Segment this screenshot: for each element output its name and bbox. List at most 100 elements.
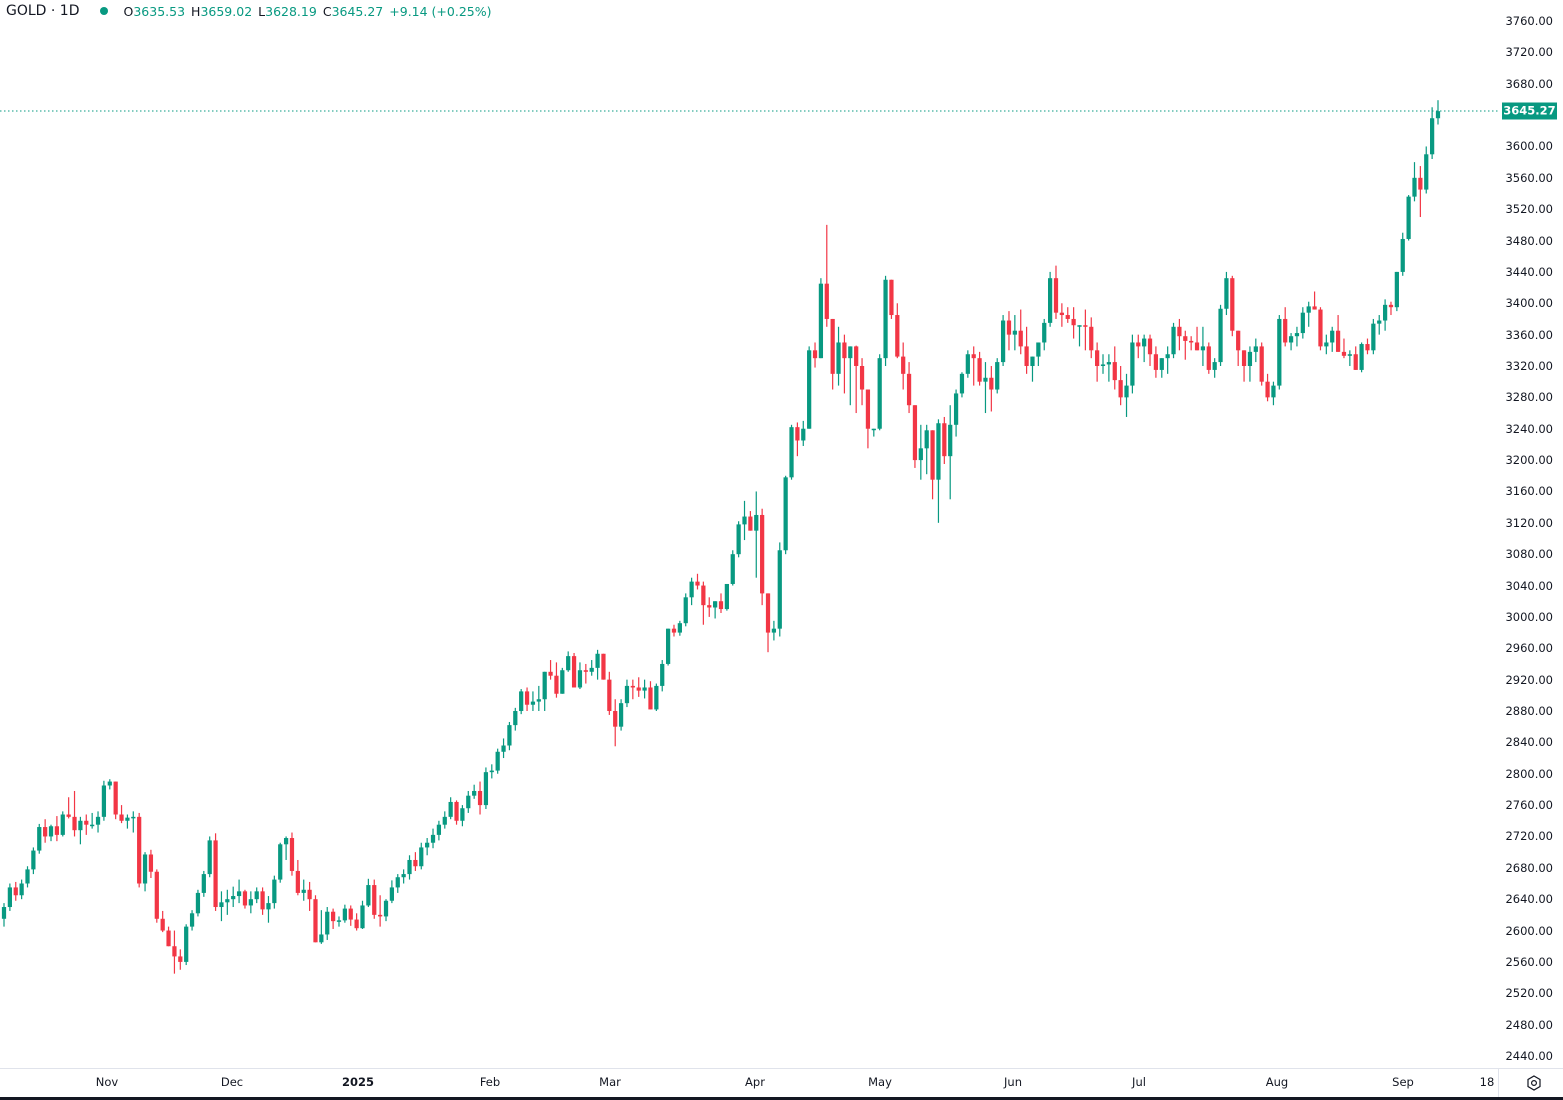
candle[interactable] — [1183, 330, 1188, 360]
candle[interactable] — [1394, 271, 1399, 312]
candle[interactable] — [613, 699, 618, 747]
candle[interactable] — [930, 430, 935, 500]
candle[interactable] — [448, 797, 453, 820]
candle[interactable] — [1012, 315, 1017, 351]
candle[interactable] — [1300, 307, 1305, 339]
candle[interactable] — [1283, 307, 1288, 347]
candle[interactable] — [1271, 381, 1276, 406]
candle[interactable] — [901, 342, 906, 390]
candle[interactable] — [1, 903, 7, 927]
candle[interactable] — [953, 389, 959, 437]
candle[interactable] — [524, 687, 530, 711]
candle[interactable] — [1247, 346, 1253, 382]
candle[interactable] — [113, 781, 118, 820]
candle[interactable] — [630, 679, 635, 700]
candle[interactable] — [1400, 232, 1405, 276]
candle[interactable] — [348, 905, 353, 926]
candle[interactable] — [7, 883, 12, 911]
candle[interactable] — [889, 279, 894, 319]
candle[interactable] — [366, 878, 371, 908]
candle[interactable] — [848, 346, 853, 406]
candle[interactable] — [231, 886, 236, 908]
candle[interactable] — [824, 224, 829, 327]
candle[interactable] — [995, 358, 1000, 394]
candle[interactable] — [560, 667, 565, 694]
candle[interactable] — [595, 649, 600, 680]
candle[interactable] — [636, 677, 641, 697]
candle[interactable] — [1324, 334, 1329, 355]
candle[interactable] — [801, 420, 806, 446]
candle[interactable] — [789, 424, 794, 480]
time-axis[interactable]: Nov Dec 2025 Feb Mar Apr May Jun Jul Aug Sep 18 — [0, 1068, 1563, 1098]
candle[interactable] — [60, 811, 65, 837]
candle[interactable] — [918, 424, 923, 480]
candle[interactable] — [1365, 338, 1370, 355]
candle[interactable] — [1347, 350, 1352, 366]
candle[interactable] — [577, 662, 583, 690]
candle[interactable] — [1177, 318, 1182, 351]
candle[interactable] — [660, 660, 665, 692]
candle[interactable] — [1259, 342, 1264, 386]
candle[interactable] — [1006, 311, 1012, 351]
candle[interactable] — [342, 904, 347, 923]
candle[interactable] — [1153, 346, 1159, 378]
candle[interactable] — [1371, 318, 1376, 355]
candle[interactable] — [1377, 315, 1382, 335]
candle[interactable] — [289, 832, 295, 876]
candle[interactable] — [936, 419, 941, 523]
candle[interactable] — [895, 303, 900, 359]
candle[interactable] — [313, 895, 318, 943]
candle[interactable] — [1406, 195, 1411, 241]
candle[interactable] — [1118, 366, 1123, 406]
candle[interactable] — [84, 814, 89, 835]
candle[interactable] — [125, 814, 130, 829]
candle[interactable] — [1382, 299, 1388, 331]
candle[interactable] — [407, 855, 412, 880]
candle[interactable] — [1212, 358, 1217, 378]
candle[interactable] — [1206, 342, 1211, 374]
candle[interactable] — [983, 362, 988, 414]
candle[interactable] — [1142, 334, 1147, 363]
candle[interactable] — [78, 816, 83, 845]
candle[interactable] — [413, 852, 418, 871]
candle[interactable] — [72, 790, 77, 837]
candle[interactable] — [730, 550, 735, 586]
candle[interactable] — [501, 738, 506, 759]
candle[interactable] — [942, 416, 947, 465]
candle[interactable] — [748, 511, 753, 531]
candle[interactable] — [13, 881, 18, 901]
candle[interactable] — [43, 819, 48, 843]
candle[interactable] — [213, 833, 218, 911]
candle[interactable] — [101, 780, 107, 821]
candle[interactable] — [965, 350, 970, 378]
candle[interactable] — [507, 721, 512, 751]
candle[interactable] — [1330, 326, 1335, 352]
candle[interactable] — [765, 593, 771, 653]
candle[interactable] — [1042, 318, 1047, 351]
candle[interactable] — [37, 823, 42, 854]
candle[interactable] — [742, 500, 747, 541]
candle[interactable] — [683, 593, 688, 627]
candle[interactable] — [836, 326, 841, 386]
candle[interactable] — [989, 366, 994, 412]
candle[interactable] — [378, 895, 383, 927]
candle[interactable] — [548, 660, 553, 680]
candle[interactable] — [1083, 309, 1088, 351]
candle[interactable] — [542, 671, 547, 711]
candle[interactable] — [119, 805, 124, 824]
price-axis[interactable]: 3760.00 3720.00 3680.00 3600.00 3560.00 3520.… — [1498, 0, 1563, 1068]
candle[interactable] — [1335, 315, 1341, 352]
candle[interactable] — [166, 926, 171, 947]
candle[interactable] — [1089, 317, 1094, 359]
candle[interactable] — [1306, 301, 1311, 327]
candle[interactable] — [236, 879, 242, 904]
candle[interactable] — [906, 362, 912, 414]
candle[interactable] — [760, 508, 765, 606]
candle[interactable] — [1194, 326, 1200, 351]
candle[interactable] — [301, 879, 306, 901]
candle[interactable] — [425, 838, 430, 856]
candle[interactable] — [1124, 373, 1129, 417]
candle[interactable] — [172, 930, 177, 974]
candle[interactable] — [754, 491, 759, 578]
candle[interactable] — [160, 910, 165, 933]
